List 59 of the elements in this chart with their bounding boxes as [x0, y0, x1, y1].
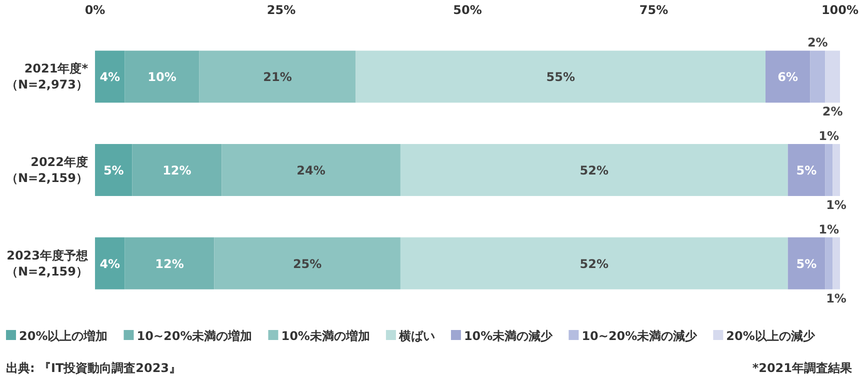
data-label: 5%: [796, 256, 817, 271]
data-label: 1%: [826, 198, 846, 212]
x-tick-label: 25%: [266, 3, 296, 17]
bar: [124, 237, 214, 290]
bar: [95, 50, 125, 103]
bar: [222, 144, 400, 196]
bar: [825, 144, 833, 196]
data-label: 55%: [546, 70, 575, 84]
data-label: 25%: [292, 256, 322, 271]
bar: [356, 50, 766, 103]
data-label: 4%: [100, 256, 120, 271]
bar: [825, 50, 840, 103]
y-tick-label: 2022年度（N=2,159）: [6, 155, 88, 185]
data-label: 52%: [580, 256, 609, 271]
data-label: 4%: [100, 70, 120, 84]
x-tick-label: 75%: [639, 3, 668, 17]
data-label: 1%: [818, 129, 840, 143]
bar: [766, 50, 810, 103]
bar: [788, 144, 826, 196]
bar: [95, 237, 125, 290]
legend-label: 10%未満の増加: [281, 329, 370, 343]
data-label: 1%: [826, 291, 846, 306]
bar: [124, 50, 200, 103]
legend-label: 10~20%未満の減少: [582, 329, 698, 343]
legend-label: 10%未満の減少: [464, 329, 554, 343]
bar: [832, 144, 840, 196]
bar: [788, 237, 826, 290]
bar: [214, 237, 400, 290]
y-tick-label: 2023年度予想（N=2,159）: [6, 248, 89, 278]
data-label: 2%: [807, 36, 828, 50]
data-label: 6%: [778, 70, 798, 84]
legend-label: 20%以上の増加: [19, 329, 108, 343]
data-label: 2%: [822, 104, 843, 119]
data-label: 5%: [796, 164, 817, 178]
data-label: 12%: [155, 256, 184, 271]
x-tick-label: 50%: [453, 3, 482, 17]
data-label: 12%: [162, 164, 192, 178]
legend-label: 20%以上の減少: [726, 329, 816, 343]
bar: [400, 237, 788, 290]
bar: [825, 237, 833, 290]
x-tick-label: 0%: [84, 3, 106, 17]
data-label: 24%: [296, 164, 326, 178]
bar: [199, 50, 356, 103]
bar: [400, 144, 788, 196]
data-label: 21%: [263, 70, 292, 84]
bar: [95, 144, 132, 196]
bar: [132, 144, 222, 196]
text: *2021年調査結果: [752, 361, 853, 375]
data-label: 10%: [148, 70, 176, 84]
bar: [832, 237, 840, 290]
data-label: 5%: [103, 164, 124, 178]
legend-label: 10~20%未満の増加: [136, 329, 252, 343]
y-tick-label: 2021年度*（N=2,973）: [6, 62, 89, 92]
data-label: 52%: [580, 164, 609, 178]
data-label: 1%: [818, 222, 840, 236]
bar: [810, 50, 826, 103]
x-tick-label: 100%: [821, 3, 859, 17]
legend-label: 横ばい: [398, 329, 435, 343]
source-note: 出典: 『IT投資動向調査2023』: [6, 361, 182, 375]
